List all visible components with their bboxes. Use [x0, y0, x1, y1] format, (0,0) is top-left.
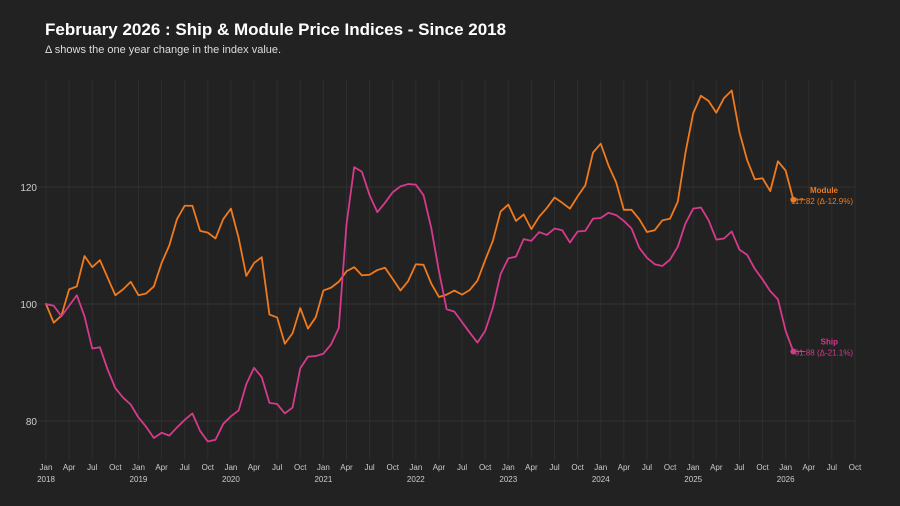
- x-tick-year-label: 2024: [592, 475, 610, 484]
- x-tick-label: Apr: [248, 463, 261, 472]
- chart-title: February 2026 : Ship & Module Price Indi…: [45, 20, 507, 39]
- x-tick-year-label: 2019: [130, 475, 148, 484]
- x-tick-label: Oct: [756, 463, 769, 472]
- y-tick-label: 100: [20, 300, 37, 311]
- x-tick-label: Jul: [457, 463, 467, 472]
- x-tick-label: Jan: [317, 463, 330, 472]
- x-tick-label: Jan: [502, 463, 515, 472]
- x-tick-label: Oct: [664, 463, 677, 472]
- x-tick-label: Oct: [386, 463, 399, 472]
- x-tick-label: Jan: [40, 463, 53, 472]
- x-tick-label: Jan: [132, 463, 145, 472]
- x-tick-label: Jul: [272, 463, 282, 472]
- x-tick-year-label: 2018: [37, 475, 55, 484]
- x-tick-label: Jul: [734, 463, 744, 472]
- ship-line: [45, 166, 795, 443]
- module-line: [45, 89, 795, 345]
- x-tick-label: Apr: [340, 463, 353, 472]
- x-tick-label: Oct: [849, 463, 862, 472]
- x-tick-label: Jul: [364, 463, 374, 472]
- x-tick-label: Apr: [710, 463, 723, 472]
- x-tick-label: Jul: [827, 463, 837, 472]
- x-tick-label: Oct: [202, 463, 215, 472]
- y-tick-label: 80: [26, 417, 38, 428]
- grid: [38, 80, 856, 460]
- x-tick-label: Jan: [779, 463, 792, 472]
- x-tick-year-label: 2020: [222, 475, 240, 484]
- module-end-value-label: 117.82 (Δ-12.9%): [791, 197, 853, 206]
- x-tick-label: Jan: [409, 463, 422, 472]
- ship-end-label: Ship: [821, 338, 838, 347]
- module-end-label: Module: [810, 186, 839, 195]
- series-layer: Module 117.82 (Δ-12.9%) Ship 91.88 (Δ-21.1%…: [45, 89, 854, 443]
- x-tick-label: Oct: [479, 463, 492, 472]
- series-ship: Ship 91.88 (Δ-21.1%): [45, 166, 854, 443]
- x-tick-label: Jan: [594, 463, 607, 472]
- ship-end-value-label: 91.88 (Δ-21.1%): [795, 349, 854, 358]
- x-tick-year-label: 2023: [499, 475, 517, 484]
- x-tick-label: Apr: [63, 463, 76, 472]
- x-tick-label: Jul: [87, 463, 97, 472]
- x-tick-label: Apr: [618, 463, 631, 472]
- chart-subtitle: Δ shows the one year change in the index…: [45, 44, 282, 56]
- x-tick-year-label: 2021: [314, 475, 332, 484]
- y-tick-label: 120: [20, 183, 37, 194]
- x-tick-year-label: 2026: [777, 475, 795, 484]
- series-module: Module 117.82 (Δ-12.9%): [45, 89, 853, 345]
- x-axis: Jan 2018 Apr Jul Oct Jan 2019 Apr Jul Oct Jan 2020 A…: [37, 463, 862, 484]
- x-tick-label: Apr: [155, 463, 168, 472]
- y-axis: 80 100 120: [20, 183, 37, 428]
- x-tick-label: Oct: [571, 463, 584, 472]
- x-tick-label: Apr: [433, 463, 446, 472]
- x-tick-label: Jul: [642, 463, 652, 472]
- x-tick-year-label: 2022: [407, 475, 425, 484]
- x-tick-label: Jul: [549, 463, 559, 472]
- x-tick-label: Apr: [525, 463, 538, 472]
- x-tick-label: Apr: [803, 463, 816, 472]
- x-tick-year-label: 2025: [684, 475, 702, 484]
- x-tick-label: Oct: [109, 463, 122, 472]
- x-tick-label: Jan: [224, 463, 237, 472]
- x-tick-label: Jan: [687, 463, 700, 472]
- x-tick-label: Oct: [294, 463, 307, 472]
- x-tick-label: Jul: [180, 463, 190, 472]
